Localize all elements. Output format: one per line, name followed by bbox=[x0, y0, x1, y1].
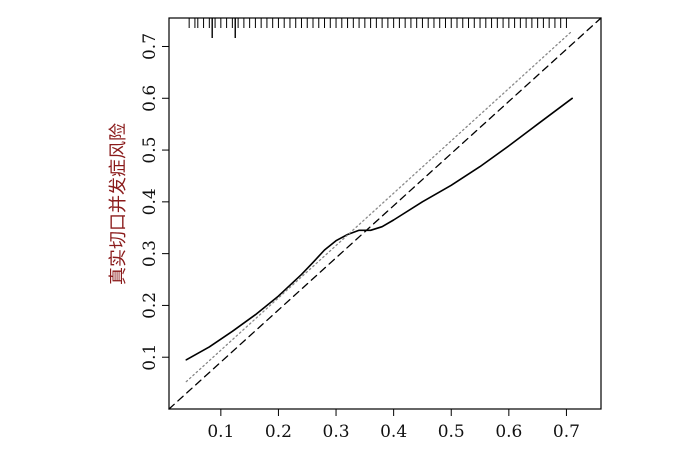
y-tick-label: 0.4 bbox=[140, 188, 160, 215]
series-solid-line bbox=[185, 97, 574, 361]
x-tick-label: 0.2 bbox=[265, 422, 292, 442]
series-dashed-line bbox=[168, 17, 602, 410]
series-dotted-line bbox=[185, 30, 573, 383]
y-tick-label: 0.2 bbox=[140, 292, 160, 319]
plot-frame bbox=[168, 17, 602, 410]
series-layer bbox=[168, 17, 602, 410]
y-tick-label: 0.7 bbox=[140, 33, 160, 60]
x-tick-label: 0.5 bbox=[438, 422, 465, 442]
y-axis-label: 真实切口并发症风险 bbox=[108, 123, 129, 285]
x-tick-label: 0.1 bbox=[207, 422, 234, 442]
x-tick-label: 0.6 bbox=[495, 422, 522, 442]
y-tick-label: 0.3 bbox=[140, 240, 160, 267]
y-tick-label: 0.1 bbox=[140, 344, 160, 371]
x-tick-label: 0.4 bbox=[380, 422, 407, 442]
x-tick-label: 0.3 bbox=[323, 422, 350, 442]
rug-marks bbox=[188, 18, 567, 38]
y-axis: 0.1 0.2 0.3 0.4 0.5 0.6 0.7 bbox=[140, 33, 169, 371]
y-tick-label: 0.5 bbox=[140, 137, 160, 164]
x-axis: 0.1 0.2 0.3 0.4 0.5 0.6 0.7 bbox=[207, 409, 580, 442]
x-tick-label: 0.7 bbox=[553, 422, 580, 442]
y-tick-label: 0.6 bbox=[140, 85, 160, 112]
